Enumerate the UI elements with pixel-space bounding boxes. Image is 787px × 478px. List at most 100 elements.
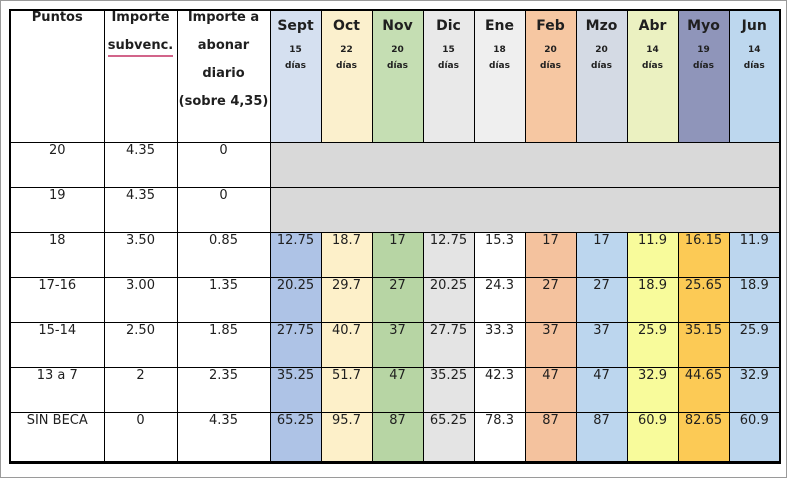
value-cell-feb: 87	[524, 411, 577, 463]
value-cell-ene: 33.3	[473, 321, 526, 368]
table-row-sin-beca: SIN BECA 0 4.35 65.25 95.7 87 65.25 78.3 87 87 60.…	[9, 411, 781, 463]
table-row-19: 19 4.35 0	[9, 186, 781, 233]
month-days-word: días	[743, 61, 765, 72]
puntos-cell: 15-14	[9, 321, 105, 368]
value-cell-oct: 29.7	[320, 276, 373, 323]
table-body: 20 4.35 0 19 4.35 0 18 3.50 0.85 12.75 18.7 17 12.75…	[9, 141, 781, 463]
month-header-cell-mzo: Mzo 20 días	[575, 9, 628, 143]
value-cell-oct: 40.7	[320, 321, 373, 368]
month-header-cell-oct: Oct 22 días	[320, 9, 373, 143]
puntos-cell: 17-16	[9, 276, 105, 323]
month-header-cell-myo: Myo 19 días	[677, 9, 730, 143]
month-name: Feb	[536, 18, 565, 34]
month-days-count: 19	[697, 45, 710, 56]
value-cell-dic: 35.25	[422, 366, 475, 413]
puntos-header-cell: Puntos	[9, 9, 105, 143]
merged-gray-cell	[269, 141, 781, 188]
table-row-17-16: 17-16 3.00 1.35 20.25 29.7 27 20.25 24.3 27 27 18.…	[9, 276, 781, 323]
month-days-word: días	[591, 61, 612, 72]
value-cell-abr: 32.9	[626, 366, 679, 413]
puntos-cell: 20	[9, 141, 105, 188]
importe-subvenc-header-line: Importe	[111, 10, 170, 25]
value-cell-abr: 60.9	[626, 411, 679, 463]
value-cell-sept: 65.25	[269, 411, 322, 463]
month-name: Oct	[333, 18, 360, 34]
table-header: Puntos Importe subvenc. Importe a abonar diar…	[9, 9, 781, 143]
value-cell-ene: 78.3	[473, 411, 526, 463]
value-cell-oct: 95.7	[320, 411, 373, 463]
value-cell-nov: 27	[371, 276, 424, 323]
puntos-header-line: Puntos	[31, 10, 83, 25]
value-cell-abr: 11.9	[626, 231, 679, 278]
month-days-word: días	[438, 61, 459, 72]
value-cell-abr: 18.9	[626, 276, 679, 323]
value-cell-myo: 82.65	[677, 411, 730, 463]
importe-abonar-header-line: Importe a	[187, 10, 260, 25]
value-cell-jun: 60.9	[728, 411, 781, 463]
importe-subvenc-cell: 4.35	[103, 141, 178, 188]
value-cell-myo: 16.15	[677, 231, 730, 278]
value-cell-nov: 37	[371, 321, 424, 368]
value-cell-ene: 24.3	[473, 276, 526, 323]
puntos-cell: 18	[9, 231, 105, 278]
month-days-count: 20	[544, 45, 557, 56]
value-cell-mzo: 47	[575, 366, 628, 413]
value-cell-dic: 20.25	[422, 276, 475, 323]
month-header-cell-ene: Ene 18 días	[473, 9, 526, 143]
month-days-count: 15	[442, 45, 455, 56]
month-name: Myo	[687, 18, 720, 34]
value-cell-myo: 25.65	[677, 276, 730, 323]
value-cell-jun: 32.9	[728, 366, 781, 413]
importe-abonar-cell: 2.35	[176, 366, 271, 413]
importe-subvenc-cell: 3.00	[103, 276, 178, 323]
importe-subvenc-cell: 4.35	[103, 186, 178, 233]
month-header-cell-feb: Feb 20 días	[524, 9, 577, 143]
importe-abonar-cell: 0	[176, 141, 271, 188]
value-cell-mzo: 37	[575, 321, 628, 368]
importe-abonar-cell: 0	[176, 186, 271, 233]
value-cell-myo: 44.65	[677, 366, 730, 413]
value-cell-sept: 20.25	[269, 276, 322, 323]
value-cell-mzo: 27	[575, 276, 628, 323]
month-days-count: 15	[289, 45, 302, 56]
month-name: Nov	[382, 18, 413, 34]
month-header-cell-dic: Dic 15 días	[422, 9, 475, 143]
importe-abonar-header-line: (sobre 4,35)	[178, 93, 269, 109]
header-row: Puntos Importe subvenc. Importe a abonar diar…	[9, 9, 781, 143]
value-cell-dic: 12.75	[422, 231, 475, 278]
merged-gray-cell	[269, 186, 781, 233]
month-days-word: días	[387, 61, 408, 72]
month-header-cell-sept: Sept 15 días	[269, 9, 322, 143]
value-cell-feb: 27	[524, 276, 577, 323]
month-days-word: días	[642, 61, 663, 72]
month-days-count: 18	[493, 45, 506, 56]
underlined-text: subvenc.	[107, 38, 174, 57]
month-header-cell-jun: Jun 14 días	[728, 9, 781, 143]
value-cell-jun: 11.9	[728, 231, 781, 278]
importe-subvenc-cell: 0	[103, 411, 178, 463]
value-cell-dic: 27.75	[422, 321, 475, 368]
importe-abonar-header-cell: Importe a abonar diario (sobre 4,35)	[176, 9, 271, 143]
puntos-cell: SIN BECA	[9, 411, 105, 463]
value-cell-sept: 27.75	[269, 321, 322, 368]
month-days-count: 14	[747, 45, 761, 56]
importe-abonar-cell: 1.35	[176, 276, 271, 323]
month-days-word: días	[693, 61, 714, 72]
importe-subvenc-cell: 2.50	[103, 321, 178, 368]
value-cell-ene: 42.3	[473, 366, 526, 413]
puntos-cell: 19	[9, 186, 105, 233]
value-cell-jun: 18.9	[728, 276, 781, 323]
value-cell-feb: 17	[524, 231, 577, 278]
month-days-word: días	[489, 61, 510, 72]
importe-subvenc-cell: 2	[103, 366, 178, 413]
month-days-count: 20	[595, 45, 608, 56]
importe-abonar-cell: 4.35	[176, 411, 271, 463]
importe-abonar-cell: 0.85	[176, 231, 271, 278]
importe-abonar-header-line: diario	[202, 65, 245, 81]
month-name: Dic	[436, 18, 461, 34]
value-cell-nov: 87	[371, 411, 424, 463]
value-cell-jun: 25.9	[728, 321, 781, 368]
value-cell-oct: 18.7	[320, 231, 373, 278]
value-cell-mzo: 87	[575, 411, 628, 463]
